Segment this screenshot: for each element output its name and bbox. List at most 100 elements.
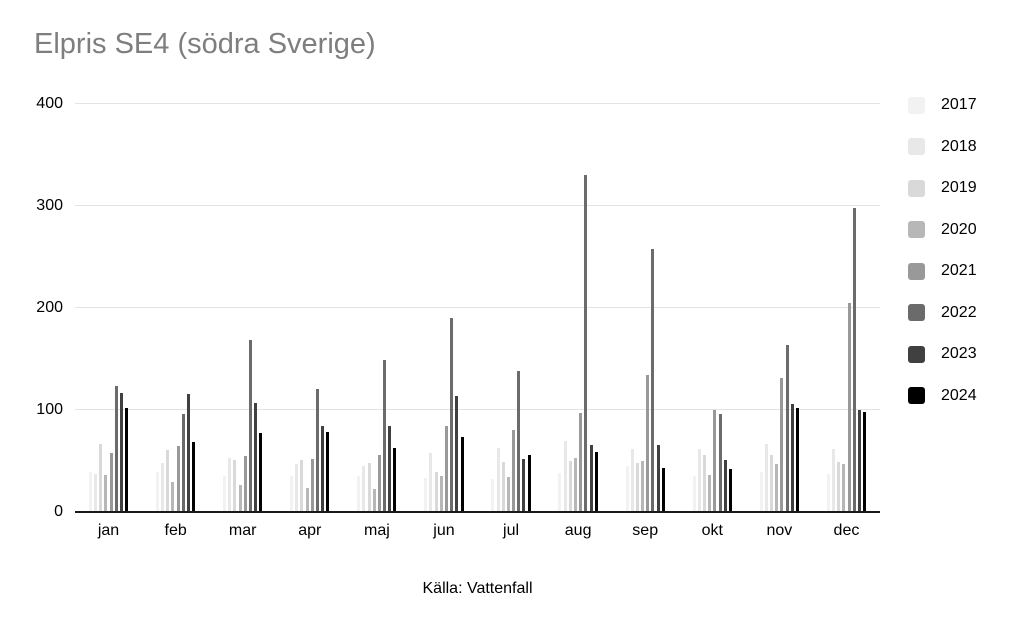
legend-label: 2020 — [941, 220, 977, 238]
bar-nov-2020 — [775, 464, 779, 512]
bar-group-feb — [155, 393, 196, 512]
bar-jun-2023 — [455, 395, 459, 512]
legend-swatch — [908, 96, 925, 114]
bar-feb-2022 — [181, 414, 185, 512]
bar-mar-2022 — [248, 339, 252, 512]
bar-jan-2017 — [88, 472, 92, 512]
bar-jan-2022 — [114, 385, 118, 512]
legend-swatch — [908, 138, 925, 155]
bar-nov-2018 — [764, 443, 768, 512]
x-axis-tick-label: maj — [363, 522, 390, 539]
bar-feb-2018 — [161, 463, 165, 512]
bar-apr-2024 — [326, 432, 330, 512]
gridline — [75, 307, 880, 308]
legend-label: 2018 — [941, 137, 977, 155]
y-axis-tick-label: 100 — [36, 401, 63, 418]
legend-item-2018: 2018 — [908, 138, 977, 156]
bar-jan-2024 — [125, 407, 129, 512]
bar-mar-2018 — [228, 457, 232, 512]
legend-label: 2023 — [941, 345, 977, 362]
bar-okt-2023 — [723, 459, 727, 512]
legend-item-2017: 2017 — [908, 96, 977, 114]
bar-okt-2022 — [718, 414, 722, 512]
bar-okt-2019 — [702, 454, 706, 512]
bar-group-jan — [88, 385, 129, 512]
bar-dec-2021 — [847, 302, 851, 512]
x-axis-tick-label: jun — [433, 522, 455, 539]
y-axis-tick-label: 0 — [54, 503, 63, 520]
legend-item-2019: 2019 — [908, 179, 977, 197]
bar-group-jun — [424, 318, 464, 512]
bar-dec-2024 — [863, 412, 867, 512]
plot-area — [75, 103, 880, 513]
legend-label: 2024 — [941, 386, 977, 404]
legend-swatch — [908, 221, 925, 238]
bar-mar-2021 — [243, 455, 247, 512]
bar-jan-2020 — [104, 475, 108, 512]
bar-jun-2019 — [434, 472, 438, 512]
bar-dec-2022 — [852, 208, 856, 512]
bar-nov-2017 — [759, 472, 763, 512]
bar-group-okt — [692, 410, 732, 512]
bar-nov-2024 — [795, 407, 799, 512]
x-axis-tick-label: mar — [228, 522, 257, 539]
bar-dec-2018 — [831, 448, 835, 512]
bar-jul-2017 — [491, 479, 495, 512]
x-axis-tick-label: apr — [298, 522, 322, 539]
bar-jan-2023 — [119, 392, 123, 512]
bar-dec-2019 — [837, 462, 841, 512]
bar-feb-2020 — [171, 482, 175, 512]
bar-maj-2020 — [372, 488, 376, 512]
bar-nov-2021 — [780, 378, 784, 512]
bar-sep-2021 — [646, 375, 650, 512]
bar-maj-2019 — [367, 463, 371, 512]
bar-sep-2020 — [641, 461, 645, 512]
bar-mar-2017 — [223, 476, 226, 512]
bar-nov-2019 — [770, 454, 774, 512]
x-axis-tick-label: sep — [632, 522, 659, 539]
source-caption: Källa: Vattenfall — [422, 580, 533, 597]
bar-jan-2019 — [99, 443, 103, 512]
y-axis-tick-label: 200 — [36, 299, 63, 316]
x-axis-tick-label: jan — [97, 522, 120, 539]
gridline — [75, 205, 880, 206]
legend-item-2020: 2020 — [908, 221, 977, 239]
bar-jul-2023 — [522, 458, 526, 512]
bar-jul-2020 — [506, 477, 510, 512]
bar-aug-2021 — [579, 413, 583, 512]
bar-jan-2021 — [109, 452, 113, 512]
legend-swatch — [908, 345, 925, 363]
y-axis-tick-label: 400 — [36, 95, 63, 112]
bar-jan-2018 — [94, 474, 98, 512]
bar-jul-2022 — [517, 371, 521, 512]
bar-aug-2022 — [584, 175, 588, 512]
bar-sep-2018 — [630, 448, 634, 512]
x-axis-tick-label: nov — [766, 522, 793, 539]
bar-feb-2024 — [192, 441, 196, 512]
legend-item-2023: 2023 — [908, 345, 977, 363]
bar-group-jul — [491, 371, 531, 512]
bar-feb-2019 — [166, 449, 170, 512]
bar-aug-2019 — [568, 461, 572, 512]
bar-jun-2017 — [424, 478, 428, 512]
bar-jun-2022 — [450, 318, 454, 512]
legend-item-2022: 2022 — [908, 304, 977, 322]
legend-swatch — [908, 179, 925, 197]
bar-maj-2024 — [393, 447, 397, 512]
bar-apr-2019 — [300, 459, 304, 512]
bar-okt-2018 — [697, 448, 701, 512]
legend-label: 2022 — [941, 303, 977, 321]
legend-swatch — [908, 304, 925, 321]
bar-mar-2019 — [233, 459, 237, 512]
bar-apr-2023 — [321, 426, 325, 512]
x-axis-tick-label: okt — [701, 522, 723, 539]
bar-mar-2024 — [259, 433, 263, 512]
bar-jun-2021 — [445, 426, 448, 512]
bar-maj-2017 — [357, 476, 361, 512]
x-axis-tick-label: dec — [833, 522, 860, 539]
bar-maj-2018 — [362, 466, 366, 512]
gridline — [75, 103, 880, 104]
x-axis-tick-label: aug — [564, 522, 592, 539]
bar-aug-2023 — [589, 444, 593, 512]
bar-sep-2019 — [635, 463, 639, 512]
